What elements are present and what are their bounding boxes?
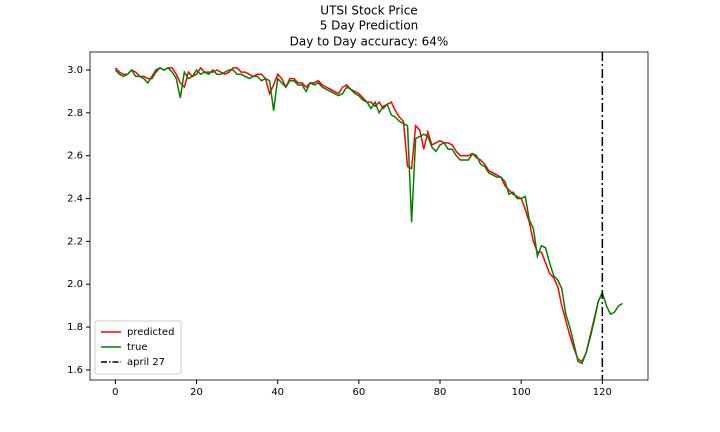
chart-subtitle: Day to Day accuracy: 64% (290, 35, 449, 49)
legend-label: april 27 (127, 357, 165, 368)
y-tick-label: 2.6 (67, 151, 83, 162)
y-tick-label: 2.4 (67, 194, 83, 205)
legend-label: true (127, 342, 148, 353)
chart-subtitle: 5 Day Prediction (320, 19, 419, 33)
chart-title: UTSI Stock Price (320, 4, 417, 18)
y-tick-label: 2.8 (67, 108, 83, 119)
x-tick-label: 20 (190, 387, 203, 398)
x-tick-label: 40 (271, 387, 284, 398)
series-line (114, 66, 623, 365)
y-tick-label: 1.8 (67, 322, 83, 333)
legend-label: predicted (127, 327, 174, 338)
y-tick-label: 2.0 (67, 279, 83, 290)
x-tick-label: 120 (593, 387, 612, 398)
x-tick-label: 100 (512, 387, 531, 398)
x-tick-label: 0 (112, 387, 118, 398)
y-tick-label: 3.0 (67, 65, 83, 76)
plot-frame (89, 51, 649, 381)
y-tick-label: 2.2 (67, 236, 83, 247)
legend-box (94, 320, 182, 375)
x-tick-label: 60 (352, 387, 365, 398)
y-tick-label: 1.6 (67, 365, 83, 376)
x-tick-label: 80 (434, 387, 447, 398)
